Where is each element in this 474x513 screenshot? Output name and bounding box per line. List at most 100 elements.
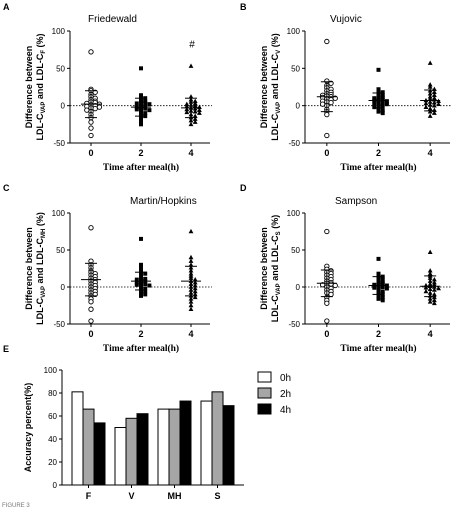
- series-square: [368, 67, 389, 116]
- y-tick-label: 50: [56, 64, 65, 73]
- y-axis-label-subscript: VAP: [276, 283, 282, 295]
- data-point: [372, 285, 377, 290]
- data-point: [324, 228, 330, 235]
- data-point: [134, 282, 139, 287]
- panel-title: Sampson: [335, 196, 377, 207]
- data-point: [427, 296, 433, 301]
- x-tick-label: 2: [138, 148, 143, 158]
- bar-4h-s: [222, 405, 235, 486]
- y-tick-label: -50: [288, 320, 300, 329]
- y-axis-label: Difference betweenLDL-CVAP and LDL-CF (%…: [24, 33, 47, 140]
- data-point: [188, 302, 194, 308]
- data-point: [380, 108, 385, 113]
- bar-0h-mh: [157, 408, 170, 486]
- y-axis-label-subscript: V: [276, 50, 282, 54]
- data-point: [134, 280, 139, 285]
- data-point: [188, 254, 194, 260]
- data-point: [372, 101, 377, 106]
- data-point: [147, 102, 152, 107]
- data-point: [380, 103, 385, 108]
- data-point: [192, 109, 198, 114]
- bar-0h-s: [200, 400, 213, 486]
- data-point: [380, 285, 385, 289]
- data-point: [427, 84, 433, 89]
- y-axis-label-line2: LDL-C: [35, 297, 45, 324]
- legend-label-2h: 2h: [280, 389, 291, 400]
- y-axis-label-end: (%): [270, 215, 280, 232]
- y-tick-label: 40: [48, 435, 57, 444]
- data-point: [184, 109, 190, 115]
- x-tick-label: V: [128, 491, 134, 501]
- x-tick-label: 4: [428, 329, 433, 339]
- data-point: [380, 298, 385, 303]
- data-point: [328, 281, 334, 287]
- data-point: [423, 104, 429, 109]
- figure-footer: FIGURE 3: [2, 503, 30, 509]
- y-tick-label: 50: [291, 64, 300, 73]
- data-point: [192, 279, 198, 285]
- y-tick-label: 100: [52, 27, 66, 36]
- panel-letter: D: [240, 183, 247, 193]
- data-point: [319, 101, 326, 107]
- data-point: [380, 100, 385, 105]
- data-point: [431, 103, 437, 108]
- data-point: [372, 105, 377, 110]
- data-point: [380, 93, 385, 98]
- data-point: [436, 101, 441, 106]
- panel-a: A Friedewald -50 0 50 100 0 2 4 Time after meal(h…: [3, 2, 212, 173]
- data-point: [92, 106, 98, 112]
- data-point: [192, 277, 198, 282]
- data-point: [324, 111, 330, 118]
- significance-annotation: #: [189, 39, 195, 50]
- data-point: [88, 49, 94, 55]
- series-circle: [81, 49, 103, 139]
- y-axis-label-mid: and LDL-C: [35, 53, 45, 101]
- data-point: [328, 291, 334, 298]
- y-axis-label-line2: LDL-C: [270, 295, 280, 322]
- data-point: [427, 299, 433, 304]
- data-point: [376, 273, 381, 278]
- data-point: [324, 38, 330, 45]
- y-tick-label: 100: [287, 27, 301, 36]
- data-point: [332, 282, 338, 289]
- data-point: [188, 306, 194, 311]
- x-tick-label: 0: [88, 329, 93, 339]
- y-axis-label-line2: LDL-C: [35, 113, 45, 140]
- bar-2h-v: [125, 417, 138, 486]
- y-axis-label-line1: Difference between: [259, 227, 269, 310]
- y-tick-label: 100: [44, 366, 58, 375]
- y-tick-label: 0: [53, 481, 58, 490]
- series-square: [368, 256, 389, 303]
- data-point: [188, 296, 194, 301]
- data-point: [197, 107, 202, 112]
- data-point: [431, 287, 437, 292]
- panel-letter: A: [3, 2, 10, 12]
- data-point: [143, 106, 148, 111]
- data-point: [376, 67, 381, 72]
- bar-0h-v: [114, 427, 127, 486]
- data-point: [192, 98, 198, 103]
- data-point: [427, 268, 433, 273]
- data-point: [143, 111, 148, 116]
- x-tick-label: MH: [168, 491, 182, 501]
- panel-title: Friedewald: [88, 14, 137, 25]
- data-point: [88, 299, 94, 305]
- x-tick-label: 2: [138, 329, 143, 339]
- y-tick-label: 100: [287, 209, 301, 218]
- data-point: [192, 103, 198, 108]
- data-point: [192, 116, 198, 121]
- series-square: [131, 66, 152, 127]
- data-point: [431, 291, 437, 297]
- data-point: [143, 292, 148, 297]
- data-point: [143, 282, 148, 287]
- y-tick-label: -50: [53, 320, 65, 329]
- data-point: [372, 96, 377, 101]
- data-point: [380, 277, 385, 282]
- panel-letter: E: [3, 344, 9, 354]
- x-axis-label: Time after meal(h): [103, 343, 179, 354]
- data-point: [384, 99, 389, 104]
- y-axis-label-line1: Difference between: [259, 46, 269, 129]
- data-point: [88, 132, 94, 139]
- x-axis-label: Time after meal(h): [340, 343, 416, 354]
